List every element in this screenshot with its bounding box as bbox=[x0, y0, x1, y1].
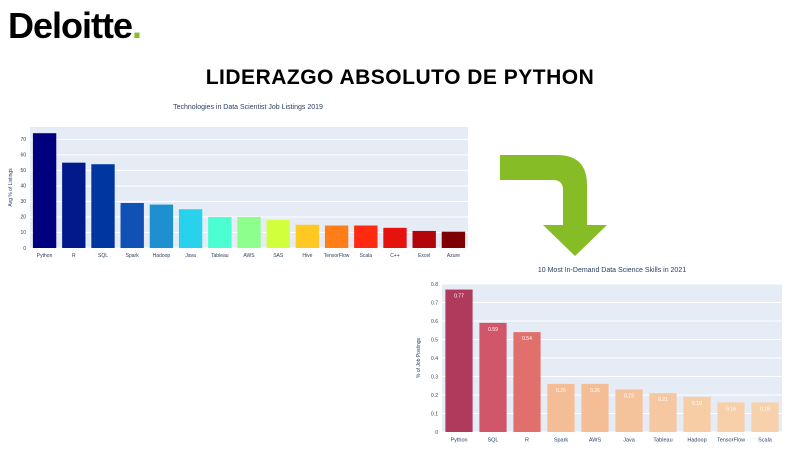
chart1-ylabel: Avg % of Listings bbox=[8, 168, 14, 207]
logo-dot: . bbox=[132, 5, 142, 46]
chart2-ytick-label: 0.7 bbox=[431, 300, 438, 306]
chart1-ytick-label: 30 bbox=[20, 199, 26, 205]
chart2-bar-python bbox=[445, 289, 473, 432]
chart2-ytick-label: 0.2 bbox=[431, 393, 438, 399]
chart1-title: Technologies in Data Scientist Job Listi… bbox=[173, 104, 323, 111]
chart2-bar-tensorflow bbox=[717, 402, 745, 432]
chart1-bar-python bbox=[32, 133, 57, 248]
chart2-category-label: Python bbox=[450, 438, 467, 444]
chart2-category-label: AWS bbox=[589, 438, 602, 444]
logo-text: Deloitte bbox=[8, 5, 133, 46]
chart2-ytick-label: 0.4 bbox=[431, 356, 438, 362]
chart1-bar-tensorflow bbox=[324, 225, 349, 248]
chart2-category-label: Tableau bbox=[653, 438, 672, 444]
chart2-category-label: Scala bbox=[758, 438, 773, 444]
chart2-data-label: 0.23 bbox=[624, 393, 634, 399]
chart1-bar-spark bbox=[120, 203, 144, 248]
chart1-category-label: Hadoop bbox=[153, 253, 171, 259]
chart1-bar-aws bbox=[237, 216, 261, 248]
chart1-ytick-label: 20 bbox=[20, 215, 26, 221]
chart2-bar-aws bbox=[581, 383, 609, 432]
chart2-data-label: 0.54 bbox=[522, 336, 532, 342]
chart1-category-label: Scala bbox=[360, 253, 373, 259]
curved-arrow-icon bbox=[500, 155, 607, 256]
chart2-bar-java bbox=[615, 389, 643, 432]
chart1-bar-excel bbox=[412, 230, 436, 248]
chart1-bar-tableau bbox=[208, 216, 232, 248]
chart2-data-label: 0.77 bbox=[454, 294, 464, 300]
chart1-ytick-label: 10 bbox=[20, 230, 26, 236]
chart1-bar-r bbox=[62, 162, 86, 248]
chart2-ytick-label: 0 bbox=[435, 430, 438, 436]
chart1-ytick-label: 60 bbox=[20, 153, 26, 159]
chart2-ytick-label: 0.8 bbox=[431, 282, 438, 288]
chart2-category-label: Hadoop bbox=[687, 438, 706, 444]
deloitte-logo: Deloitte. bbox=[8, 4, 142, 47]
chart1-category-label: C++ bbox=[390, 253, 400, 259]
chart2-data-label: 0.16 bbox=[726, 406, 736, 412]
chart1-bar-azure bbox=[441, 231, 466, 248]
chart2-bar-sql bbox=[479, 322, 507, 432]
chart1-category-label: Java bbox=[185, 253, 196, 259]
chart2-data-label: 0.26 bbox=[556, 388, 566, 394]
chart2-ytick-label: 0.5 bbox=[431, 337, 438, 343]
chart2-data-label: 0.59 bbox=[488, 327, 498, 333]
chart1-category-label: SQL bbox=[98, 253, 108, 259]
chart2-category-label: Java bbox=[623, 438, 636, 444]
chart1-ytick-label: 40 bbox=[20, 184, 26, 190]
chart1-bar-c- bbox=[383, 227, 407, 248]
chart1-category-label: Hive bbox=[302, 253, 312, 259]
chart2-category-label: Spark bbox=[554, 438, 569, 444]
chart2-data-label: 0.21 bbox=[658, 397, 668, 403]
chart2-ytick-label: 0.1 bbox=[431, 411, 438, 417]
chart1-category-label: Tableau bbox=[211, 253, 229, 259]
chart1-category-label: R bbox=[72, 253, 76, 259]
chart1-ytick-label: 0 bbox=[23, 246, 26, 252]
chart2-ytick-label: 0.3 bbox=[431, 374, 438, 380]
chart1-bar-hadoop bbox=[149, 204, 174, 248]
chart1-ytick-label: 50 bbox=[20, 168, 26, 174]
chart1-bar-java bbox=[178, 209, 203, 248]
chart2-data-label: 0.16 bbox=[760, 406, 770, 412]
chart2-title: 10 Most In-Demand Data Science Skills in… bbox=[538, 267, 686, 274]
chart1-category-label: Python bbox=[37, 253, 53, 259]
chart1-category-label: Azure bbox=[447, 253, 460, 259]
chart1-category-label: Spark bbox=[126, 253, 140, 259]
chart2-ytick-label: 0.6 bbox=[431, 319, 438, 325]
chart2-bar-spark bbox=[547, 383, 575, 432]
chart1-bar-scala bbox=[354, 225, 378, 248]
chart1-bar-sql bbox=[91, 164, 115, 248]
chart1-category-label: TensorFlow bbox=[324, 253, 350, 259]
chart1-ytick-label: 70 bbox=[20, 137, 26, 143]
chart2-bar-tableau bbox=[649, 393, 677, 432]
chart2-category-label: R bbox=[525, 438, 529, 444]
chart2-data-label: 0.26 bbox=[590, 388, 600, 394]
chart1-category-label: SAS bbox=[273, 253, 284, 259]
slide-headline: LIDERAZGO ABSOLUTO DE PYTHON bbox=[205, 66, 595, 89]
chart2-data-label: 0.19 bbox=[692, 401, 702, 407]
chart2-category-label: TensorFlow bbox=[717, 438, 745, 444]
chart2-bar-r bbox=[513, 332, 541, 432]
chart1-category-label: Excel bbox=[418, 253, 430, 259]
chart1-bar-hive bbox=[295, 224, 320, 248]
chart2-bar-hadoop bbox=[683, 396, 711, 432]
chart1-category-label: AWS bbox=[243, 253, 255, 259]
chart2-ylabel: % of Job Postings bbox=[416, 337, 422, 378]
chart2-bar-scala bbox=[751, 402, 779, 432]
chart2-category-label: SQL bbox=[487, 438, 498, 444]
chart1-bar-sas bbox=[266, 220, 290, 248]
